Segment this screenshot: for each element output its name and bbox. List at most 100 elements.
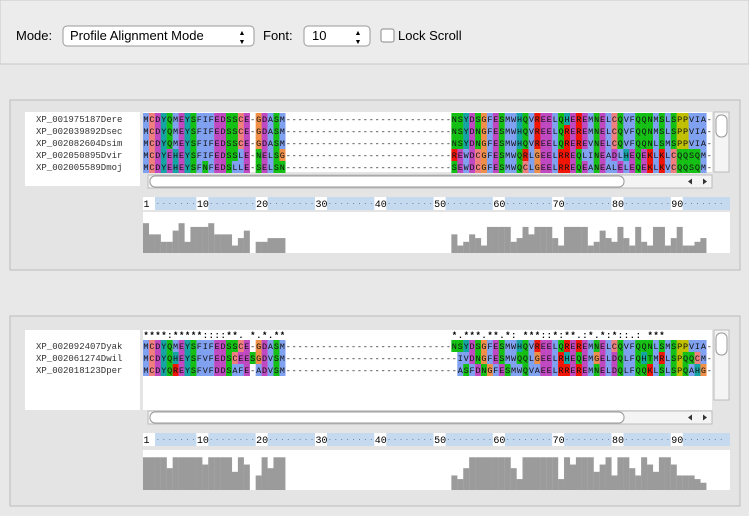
conservation-bar xyxy=(261,241,268,253)
residue-cell xyxy=(243,149,250,161)
residue-cell xyxy=(475,125,482,137)
ruler-dot xyxy=(335,203,337,204)
residue-cell xyxy=(255,125,262,137)
residue-cell xyxy=(652,161,660,173)
residue-cell xyxy=(267,149,274,161)
ruler-dot xyxy=(566,439,568,440)
residue-cell xyxy=(575,364,583,376)
residue-cell xyxy=(694,113,701,125)
residue-cell xyxy=(226,340,233,352)
residue-cell xyxy=(492,340,499,352)
residue-cell xyxy=(273,364,280,376)
ruler-tick xyxy=(143,433,155,446)
residue-cell xyxy=(267,125,274,137)
conservation-bar xyxy=(688,475,695,490)
ruler-dot xyxy=(187,203,189,204)
font-value[interactable]: 10 xyxy=(312,28,326,43)
residue-cell xyxy=(160,125,167,137)
residue-cell xyxy=(451,125,458,137)
mode-select[interactable] xyxy=(62,25,255,47)
ruler-dot xyxy=(584,439,586,440)
residue-cell xyxy=(451,137,458,149)
ruler-dot xyxy=(708,439,710,440)
residue-cell xyxy=(629,137,636,149)
ruler-dot xyxy=(572,203,574,204)
ruler-label: 40 xyxy=(375,436,387,447)
ruler-dot xyxy=(489,203,491,204)
residue-cell xyxy=(243,340,250,352)
residue-cell xyxy=(558,125,565,137)
ruler-dot xyxy=(548,439,550,440)
residue-cell xyxy=(178,113,185,125)
residue-cell xyxy=(190,161,197,173)
residue-cell xyxy=(546,161,553,173)
residue-cell xyxy=(261,137,268,149)
residue-cell xyxy=(587,113,594,125)
residue-cell xyxy=(676,364,683,376)
residue-cell xyxy=(220,161,227,173)
residue-cell xyxy=(599,340,606,352)
residue-cell xyxy=(522,113,529,125)
v-thumb[interactable] xyxy=(715,114,728,138)
residue-cell xyxy=(486,137,494,149)
ruler-dot xyxy=(175,203,177,204)
residue-cell xyxy=(670,364,677,376)
conservation-bar xyxy=(202,226,209,253)
residue-cell xyxy=(558,137,565,149)
residue-cell xyxy=(160,113,167,125)
ruler-dot xyxy=(240,203,242,204)
conservation-bar xyxy=(635,475,642,490)
residue-cell xyxy=(700,137,707,149)
residue-cell xyxy=(475,364,482,376)
mode-value[interactable]: Profile Alignment Mode xyxy=(70,28,204,43)
ruler-dot xyxy=(163,439,165,440)
conservation-bar xyxy=(658,457,665,490)
residue-cell xyxy=(676,161,683,173)
residue-cell xyxy=(688,113,695,125)
residue-cell xyxy=(688,149,695,161)
residue-cell xyxy=(243,137,250,149)
lock-label[interactable]: Lock Scroll xyxy=(398,28,462,43)
residue-cell xyxy=(208,149,215,161)
residue-cell xyxy=(688,161,695,173)
residue-cell xyxy=(552,149,559,161)
ruler-dot xyxy=(228,203,230,204)
residue-cell xyxy=(148,352,156,364)
ruler-tick xyxy=(492,433,505,446)
residue-cell xyxy=(540,149,547,161)
residue-cell xyxy=(641,161,648,173)
ruler-dot xyxy=(400,203,402,204)
scroll-arrows xyxy=(688,414,707,421)
residue-cell xyxy=(694,149,701,161)
ruler-dot xyxy=(240,439,242,440)
h-thumb[interactable] xyxy=(149,411,625,424)
sequence: MCDYQHEYSFVFEDSCEESGDVSM----------------… xyxy=(143,354,711,364)
ruler-dot xyxy=(275,439,277,440)
font-select[interactable] xyxy=(303,25,371,47)
residue-cell xyxy=(670,352,677,364)
residue-cell xyxy=(652,137,660,149)
h-thumb[interactable] xyxy=(149,175,625,188)
conservation-bar xyxy=(516,238,523,253)
residue-cell xyxy=(564,364,571,376)
ruler-dot xyxy=(578,203,580,204)
conservation-bar xyxy=(652,471,660,490)
residue-cell xyxy=(457,113,464,125)
residue-cell xyxy=(279,149,286,161)
ruler-dot xyxy=(281,439,283,440)
residue-cell xyxy=(243,113,250,125)
residue-cell xyxy=(516,352,523,364)
conservation-bar xyxy=(237,457,244,490)
ruler-dot xyxy=(453,439,455,440)
residue-cell xyxy=(647,137,654,149)
residue-cell xyxy=(569,161,577,173)
ruler-dot xyxy=(388,439,390,440)
ruler-dot xyxy=(530,439,532,440)
ruler-dot xyxy=(157,203,159,204)
ruler-dot xyxy=(335,439,337,440)
lock-checkbox[interactable] xyxy=(380,28,395,43)
ruler-dot xyxy=(418,439,420,440)
v-thumb[interactable] xyxy=(715,332,728,356)
residue-cell xyxy=(279,340,286,352)
